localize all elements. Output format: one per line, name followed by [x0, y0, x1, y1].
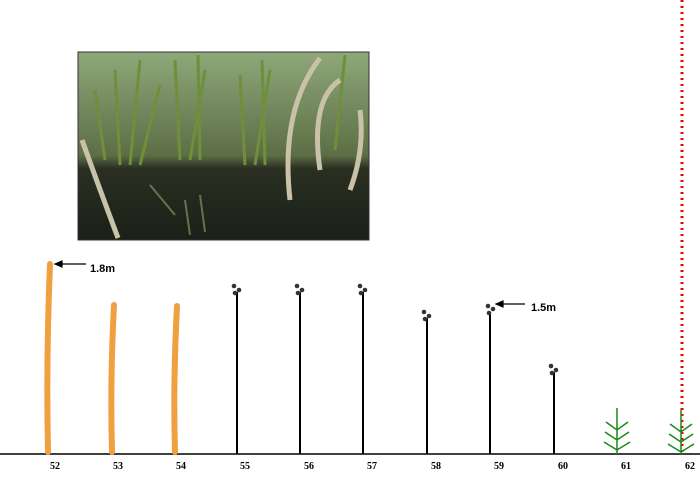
position-label: 52 — [50, 461, 60, 472]
seed-heads — [231, 283, 559, 376]
wetland-photo — [77, 51, 370, 241]
position-label: 62 — [685, 461, 695, 472]
position-label: 53 — [113, 461, 123, 472]
height-annotation: 1.8m — [90, 263, 115, 275]
position-label: 59 — [494, 461, 504, 472]
position-label: 56 — [304, 461, 314, 472]
position-label: 60 — [558, 461, 568, 472]
position-label: 55 — [240, 461, 250, 472]
seedlings — [603, 408, 695, 454]
position-label: 57 — [367, 461, 377, 472]
rushes — [236, 292, 555, 454]
reeds — [44, 261, 180, 455]
position-labels: 52 53 54 55 56 57 58 59 60 61 62 — [50, 461, 695, 472]
position-label: 54 — [176, 461, 186, 472]
height-annotation: 1.5m — [531, 302, 556, 314]
annotation-arrows — [53, 260, 525, 308]
position-label: 58 — [431, 461, 441, 472]
position-label: 61 — [621, 461, 631, 472]
